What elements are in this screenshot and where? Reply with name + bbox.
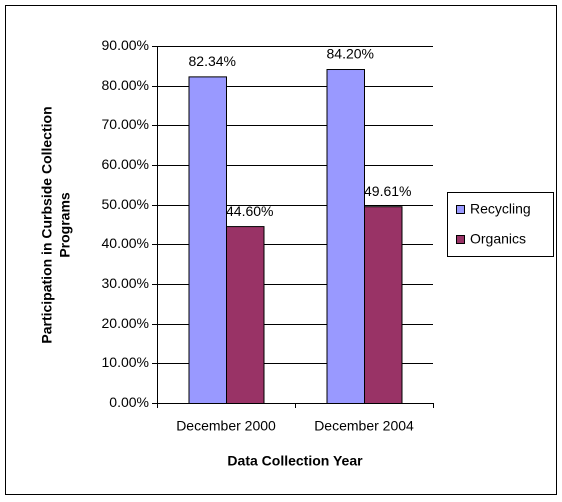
y-tick-label: 70.00% — [102, 116, 149, 132]
value-label: 84.20% — [327, 46, 374, 62]
value-label: 82.34% — [189, 53, 236, 69]
y-tick-label: 0.00% — [109, 394, 149, 410]
y-tick-label: 50.00% — [102, 196, 149, 212]
y-axis-label: Programs — [57, 192, 73, 258]
legend-box — [447, 192, 554, 257]
x-tick-label: December 2004 — [314, 418, 414, 434]
y-tick-label: 10.00% — [102, 354, 149, 370]
y-tick-label: 20.00% — [102, 315, 149, 331]
value-label: 49.61% — [364, 183, 411, 199]
legend-label: Recycling — [470, 201, 531, 217]
y-tick-label: 60.00% — [102, 156, 149, 172]
legend-label: Organics — [470, 231, 526, 247]
bar — [188, 76, 227, 404]
bar — [226, 226, 265, 404]
y-axis-label: Participation in Curbside Collection — [39, 106, 55, 343]
y-tick-label: 80.00% — [102, 77, 149, 93]
y-tick-label: 40.00% — [102, 235, 149, 251]
y-tick-label: 90.00% — [102, 37, 149, 53]
y-tick-label: 30.00% — [102, 275, 149, 291]
legend-swatch — [456, 235, 465, 244]
legend-swatch — [456, 205, 465, 214]
bar — [364, 206, 403, 404]
x-axis-label: Data Collection Year — [227, 453, 363, 469]
x-tick-label: December 2000 — [176, 418, 276, 434]
bar — [326, 69, 365, 405]
value-label: 44.60% — [226, 203, 273, 219]
